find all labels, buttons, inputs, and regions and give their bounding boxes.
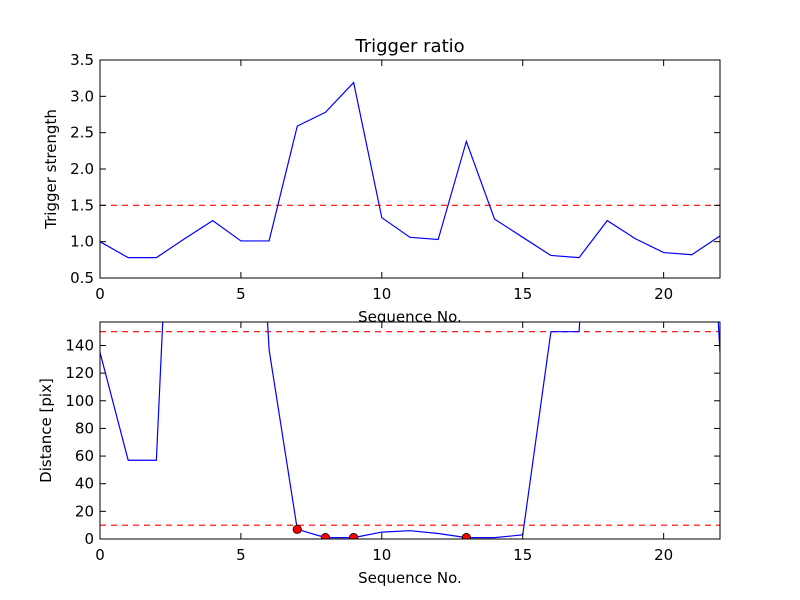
y-tick-label: 20: [75, 502, 94, 520]
y-tick-label: 140: [65, 336, 94, 354]
y-tick-label: 60: [75, 447, 94, 465]
series-line-0: [100, 81, 720, 259]
y-tick-label: 80: [75, 419, 94, 437]
y-tick-label: 0.5: [70, 269, 94, 287]
plot-area: [100, 60, 720, 278]
x-tick-label: 0: [95, 546, 105, 564]
distance-plot: 0 5 10 15 20 0 20 40 60 80 100 120 140 Sequence No. Di…: [37, 321, 721, 587]
x-tick-label: 20: [654, 546, 673, 564]
x-tick-label: 5: [236, 285, 246, 303]
y-tick-label: 40: [75, 475, 94, 493]
y-tick-label: 100: [65, 392, 94, 410]
y-tick-label: 3.5: [70, 51, 94, 69]
y-tick-label: 2.0: [70, 160, 94, 178]
x-tick-label: 5: [236, 546, 246, 564]
x-tick-label: 20: [654, 285, 673, 303]
x-tick-label: 10: [372, 285, 391, 303]
x-axis-title: Sequence No.: [358, 569, 462, 587]
plot-content: [100, 81, 720, 259]
plot-content: [100, 322, 720, 539]
y-axis-title: Trigger strength: [42, 109, 60, 230]
y-tick-label: 1.0: [70, 233, 94, 251]
y-tick-label: 1.5: [70, 196, 94, 214]
marker-point: [320, 533, 331, 539]
x-tick-label: 0: [95, 285, 105, 303]
x-tick-label: 15: [513, 285, 532, 303]
plot-frame: [99, 321, 721, 540]
y-tick-label: 0: [84, 530, 94, 548]
marker-point: [461, 533, 471, 539]
series-line-0: [100, 322, 720, 539]
y-axis-title: Distance [pix]: [37, 378, 55, 483]
x-tick-label: 10: [372, 546, 391, 564]
marker-point: [349, 533, 359, 539]
y-tick-label: 2.5: [70, 124, 94, 142]
plot-area: [100, 322, 720, 539]
y-tick-label: 3.0: [70, 87, 94, 105]
y-tick-label: 120: [65, 364, 94, 382]
chart-title: Trigger ratio: [354, 36, 464, 57]
x-tick-label: 15: [513, 546, 532, 564]
marker-point: [292, 524, 302, 534]
